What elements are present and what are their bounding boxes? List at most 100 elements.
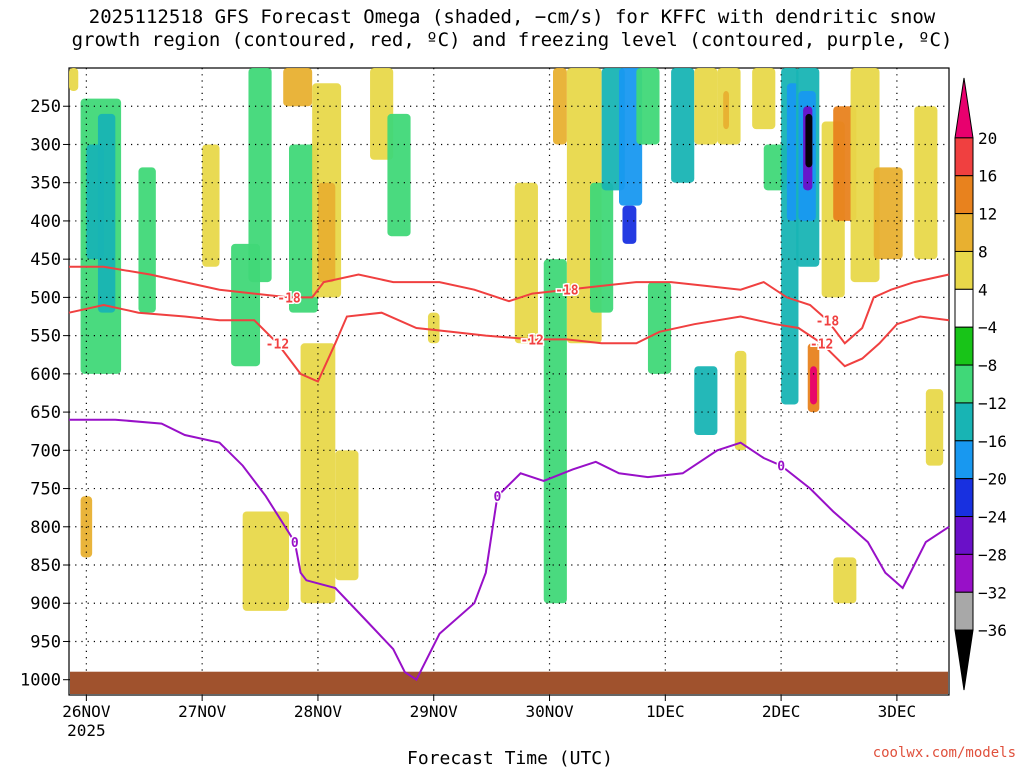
credit-text: coolwx.com/models	[872, 745, 1016, 761]
y-tick-label-600: 600	[30, 365, 61, 385]
x-axis-label: Forecast Time (UTC)	[407, 748, 613, 768]
contour-0	[69, 418, 950, 682]
omega-cell-51	[833, 557, 857, 604]
omega-cell-26	[622, 205, 637, 244]
colorbar-label-5: −4	[978, 318, 997, 337]
omega-cell-33	[723, 90, 729, 130]
y-tick-label-850: 850	[30, 556, 61, 576]
y-tick-label-400: 400	[30, 212, 61, 232]
omega-cell-49	[914, 106, 938, 260]
contour-layer: -18 -18 -18 -12 -12 -12 0 0 0	[68, 265, 950, 682]
colorbar-swatch-10	[954, 478, 974, 518]
x-tick-label-26NOV: 26NOV	[62, 702, 111, 721]
omega-cell-35	[752, 68, 776, 130]
x-tick-label-30NOV: 30NOV	[525, 702, 574, 721]
y-tick-label-900: 900	[30, 594, 61, 614]
omega-cell-2	[80, 496, 93, 558]
omega-cell-48	[873, 167, 903, 260]
y-tick-label-950: 950	[30, 632, 61, 652]
omega-cell-10	[283, 68, 313, 107]
contour-label--12-2: -12	[810, 337, 833, 352]
colorbar-swatch-7	[954, 364, 974, 404]
colorbar-swatch-6	[954, 326, 974, 366]
x-tick-label-1DEC: 1DEC	[646, 702, 685, 721]
y-tick-label-700: 700	[30, 441, 61, 461]
omega-cell-47	[850, 68, 880, 283]
colorbar-swatch-8	[954, 402, 974, 442]
colorbar-swatch-9	[954, 440, 974, 480]
chart-title: 2025112518 GFS Forecast Omega (shaded, −…	[0, 6, 1024, 52]
omega-cell-50	[925, 389, 944, 466]
omega-cell-18	[427, 312, 440, 344]
colorbar-label-7: −12	[978, 394, 1007, 413]
omega-cell-9	[242, 511, 289, 611]
omega-cell-14	[300, 343, 336, 604]
colorbar-swatch-13	[954, 591, 974, 631]
omega-cell-6	[202, 144, 220, 267]
x-tick-label-2DEC: 2DEC	[762, 702, 801, 721]
omega-cell-20	[543, 259, 567, 604]
colorbar-swatch-4	[954, 250, 974, 290]
contour-label--18-2: -18	[816, 314, 840, 329]
colorbar-label-4: 4	[978, 280, 988, 299]
colorbar-swatch-2	[954, 175, 974, 215]
colorbar-label-9: −20	[978, 470, 1007, 489]
colorbar-label-3: 8	[978, 242, 988, 261]
omega-cell-17	[387, 113, 411, 237]
omega-cell-8	[248, 68, 272, 283]
omega-cell-5	[138, 167, 156, 313]
x-tick-label-29NOV: 29NOV	[410, 702, 459, 721]
omega-cell-38	[786, 83, 799, 221]
colorbar-label-2: 12	[978, 205, 997, 224]
contour--12	[68, 303, 950, 383]
y-tick-label-1000: 1000	[20, 671, 61, 691]
colorbar-swatch-5	[954, 288, 974, 328]
omega-cell-42	[805, 113, 813, 168]
omega-cell-44	[810, 366, 817, 405]
omega-cell-34	[734, 350, 747, 451]
omega-cell-13	[317, 182, 336, 283]
colorbar-label-8: −16	[978, 432, 1007, 451]
colorbar-label-12: −32	[978, 583, 1007, 602]
omega-cell-3	[97, 113, 116, 313]
colorbar-label-10: −24	[978, 508, 1007, 527]
y-tick-label-450: 450	[30, 250, 61, 270]
omega-cell-19	[514, 182, 538, 344]
omega-cell-23	[590, 182, 614, 313]
colorbar-swatch-3	[954, 213, 974, 252]
contour-label--18-0: -18	[277, 291, 301, 306]
x-tick-label-28NOV: 28NOV	[294, 702, 343, 721]
y-tick-label-250: 250	[30, 97, 61, 117]
colorbar-swatch-12	[954, 553, 974, 593]
y-tick-label-650: 650	[30, 403, 61, 423]
contour-label-0-0: 0	[291, 536, 299, 551]
omega-cell-29	[671, 68, 695, 183]
y-tick-label-300: 300	[30, 135, 61, 155]
colorbar-swatch-0	[954, 77, 974, 139]
omega-cell-27	[636, 68, 660, 145]
colorbar-swatch-14	[954, 629, 974, 691]
x-tick-label-27NOV: 27NOV	[178, 702, 227, 721]
y-tick-label-750: 750	[30, 480, 61, 500]
x-tick-label-3DEC: 3DEC	[878, 702, 917, 721]
omega-cell-30	[694, 68, 718, 145]
contour--18	[69, 265, 950, 345]
chart-title-line1: 2025112518 GFS Forecast Omega (shaded, −…	[88, 6, 936, 28]
colorbar-label-11: −28	[978, 545, 1007, 564]
omega-cell-15	[335, 450, 359, 581]
omega-cell-31	[694, 366, 718, 436]
omega-cell-4	[69, 68, 79, 91]
chart-title-line2: growth region (contoured, red, ºC) and f…	[71, 29, 953, 51]
ground-layer	[70, 671, 948, 694]
colorbar-swatch-1	[954, 137, 974, 177]
colorbar-label-0: 20	[978, 129, 997, 148]
colorbar: 20 16 12 8 4 −4 −8 −12 −16 −20 −24 −28 −32 −36	[954, 77, 1007, 691]
omega-cell-11	[289, 144, 318, 313]
contour-label-0-1: 0	[494, 490, 502, 505]
contour-label-0-2: 0	[777, 460, 785, 475]
y-tick-label-550: 550	[30, 327, 61, 347]
omega-shading-layer	[69, 68, 944, 611]
omega-cell-28	[647, 282, 672, 374]
y-tick-label-500: 500	[30, 288, 61, 308]
